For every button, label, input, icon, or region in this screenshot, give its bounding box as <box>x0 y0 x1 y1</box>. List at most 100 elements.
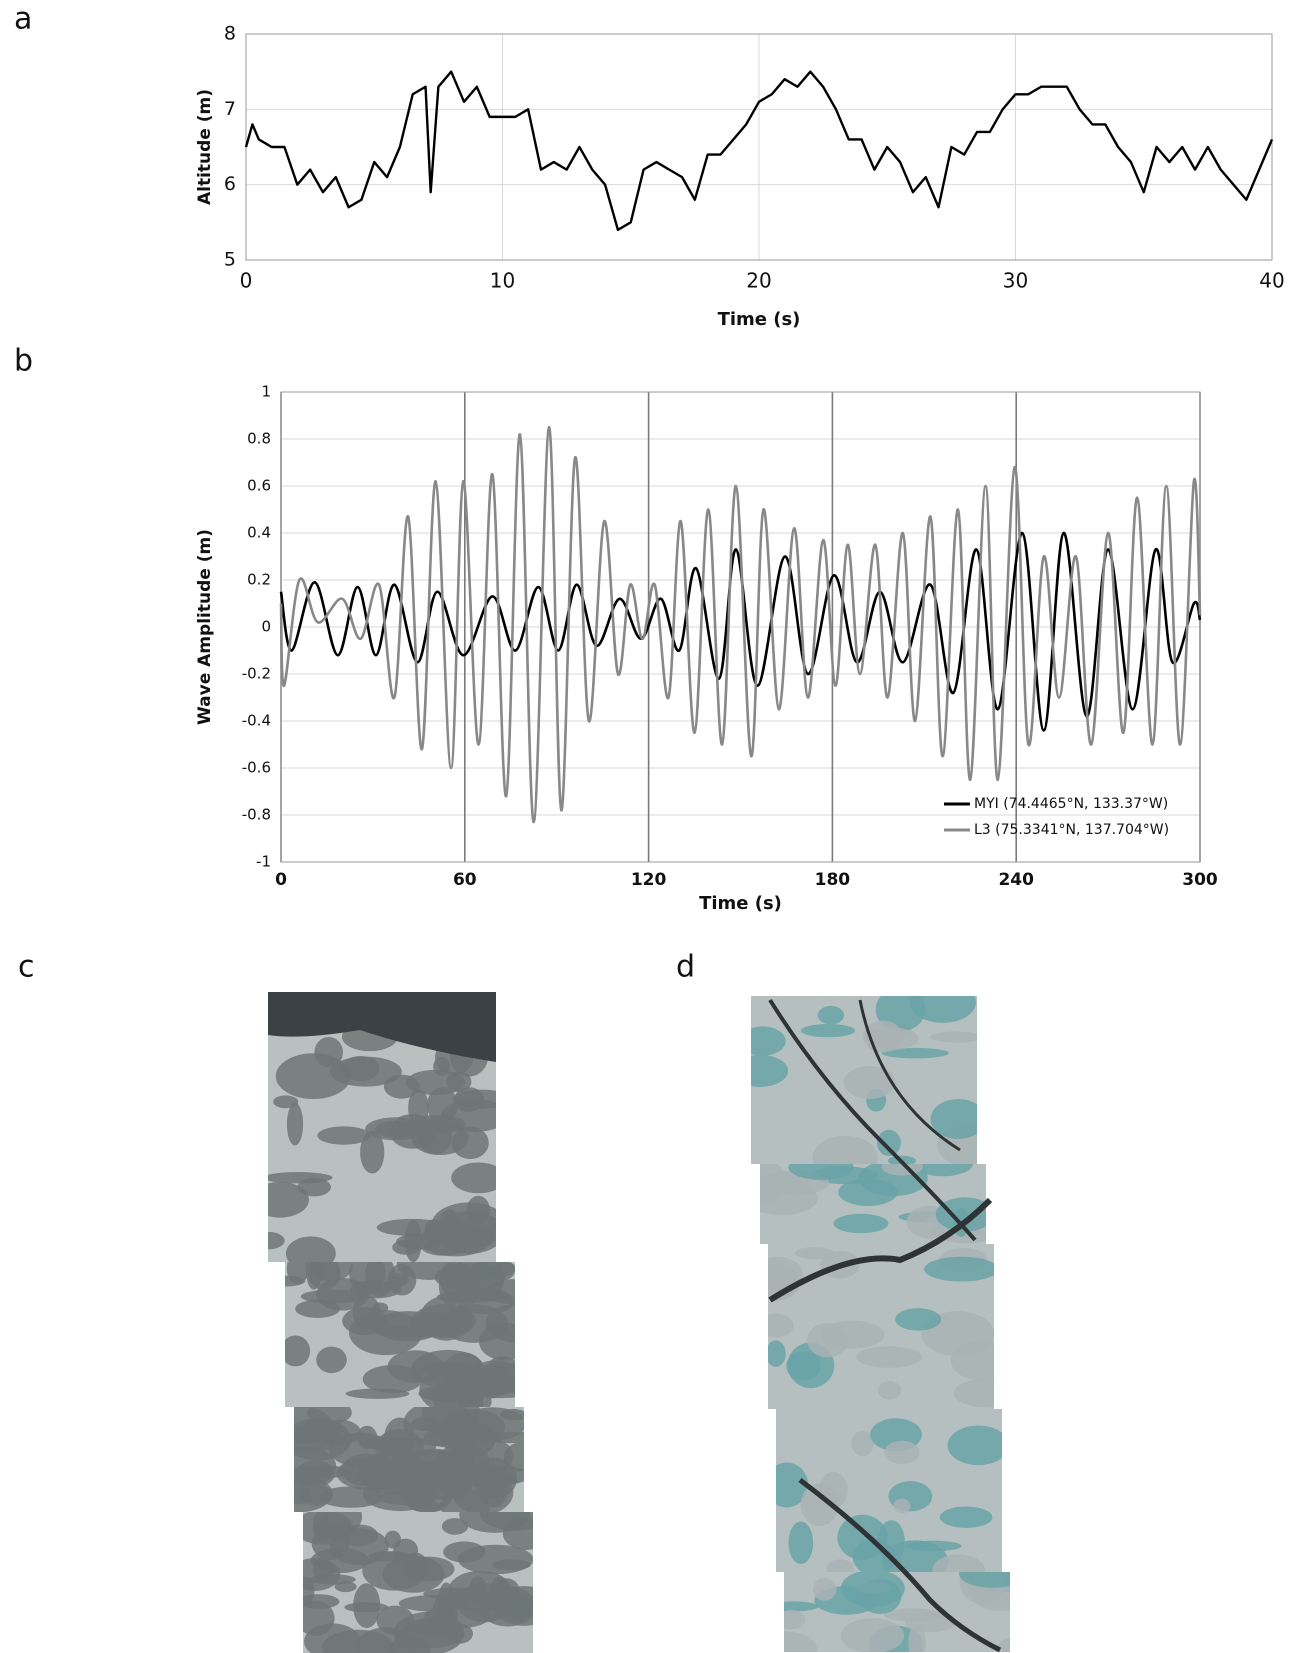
melt-pond <box>403 1407 476 1447</box>
open-water <box>268 992 496 1062</box>
melt-pond <box>953 1378 994 1408</box>
data-line <box>244 70 1274 232</box>
melt-pond <box>502 1517 533 1550</box>
melt-pond <box>905 1540 962 1552</box>
y-tick-label: 5 <box>224 249 236 271</box>
ice-crack <box>798 1478 1002 1653</box>
melt-pond <box>388 1273 409 1287</box>
melt-pond <box>817 1005 845 1025</box>
y-tick-label: 1 <box>261 383 271 401</box>
melt-pond <box>884 1440 920 1465</box>
panel-label: d <box>676 950 695 985</box>
melt-pond <box>503 1442 524 1472</box>
x-tick-label: 30 <box>1003 269 1028 293</box>
x-tick-label: 10 <box>490 269 515 293</box>
melt-pond <box>812 1578 837 1601</box>
melt-pond <box>294 1474 333 1512</box>
melt-pond <box>341 1055 380 1082</box>
ice-crack <box>768 1197 993 1303</box>
melt-pond <box>768 1263 800 1301</box>
melt-pond <box>499 1408 524 1421</box>
melt-pond <box>840 1618 905 1652</box>
melt-pond <box>317 1126 371 1145</box>
melt-pond <box>440 1489 491 1512</box>
melt-pond <box>447 1570 513 1612</box>
melt-pond <box>454 1476 518 1487</box>
melt-pond <box>784 1601 819 1612</box>
melt-pond <box>881 1047 949 1059</box>
melt-pond <box>454 1087 485 1112</box>
melt-pond <box>851 1430 874 1457</box>
melt-pond <box>784 1631 818 1652</box>
melt-pond <box>408 1088 429 1127</box>
y-tick-label: 8 <box>224 23 236 45</box>
melt-pond <box>895 1308 942 1331</box>
melt-pond <box>360 1130 385 1174</box>
melt-pond <box>376 1605 415 1636</box>
x-tick-label: 0 <box>240 269 253 293</box>
melt-pond <box>286 1262 309 1285</box>
melt-pond <box>345 1388 410 1399</box>
photo-texture <box>784 1572 1010 1652</box>
melt-pond <box>930 1031 977 1043</box>
melt-pond <box>932 1554 985 1572</box>
photo-texture <box>303 1512 533 1653</box>
melt-pond <box>392 1239 420 1255</box>
melt-pond <box>303 1576 315 1606</box>
y-tick-label: 0.2 <box>247 571 271 589</box>
melt-pond <box>751 1054 789 1087</box>
y-axis-label: Altitude (m) <box>195 89 215 205</box>
legend-label: L3 (75.3341°N, 137.704°W) <box>974 822 1169 838</box>
melt-pond <box>788 1164 854 1180</box>
y-tick-label: 0.6 <box>247 477 271 495</box>
melt-pond <box>751 1026 786 1056</box>
melt-pond <box>420 1361 473 1376</box>
melt-pond <box>453 1262 515 1280</box>
melt-pond <box>329 1432 392 1467</box>
melt-pond <box>947 1425 1002 1466</box>
panel-label: c <box>18 950 35 985</box>
melt-pond <box>939 1506 993 1528</box>
melt-pond <box>286 1102 304 1146</box>
melt-pond <box>304 1623 361 1653</box>
y-tick-label: -0.6 <box>242 759 271 777</box>
y-tick-label: -1 <box>256 853 271 871</box>
x-tick-label: 20 <box>746 269 771 293</box>
melt-pond <box>423 1604 490 1629</box>
melt-pond <box>768 1313 794 1338</box>
photo-texture <box>751 996 977 1164</box>
ice-crack <box>768 998 977 1242</box>
melt-pond <box>285 1236 336 1262</box>
panel-label: a <box>14 2 32 37</box>
melt-pond <box>800 1483 840 1526</box>
data-line <box>279 531 1202 732</box>
melt-pond <box>305 1262 322 1290</box>
melt-pond <box>334 1581 357 1593</box>
melt-pond <box>409 1312 459 1337</box>
melt-pond <box>959 1572 1010 1588</box>
melt-pond <box>275 1053 351 1100</box>
y-tick-label: 0.4 <box>247 524 271 542</box>
melt-pond <box>843 1065 896 1099</box>
y-tick-label: 7 <box>224 98 236 120</box>
melt-pond <box>352 1295 381 1329</box>
y-tick-label: -0.4 <box>242 712 271 730</box>
x-tick-label: 120 <box>631 870 667 890</box>
melt-pond <box>377 1462 397 1484</box>
melt-pond <box>268 1181 309 1218</box>
melt-pond <box>353 1583 381 1629</box>
x-axis-label: Time (s) <box>699 893 782 914</box>
melt-pond <box>423 1227 443 1242</box>
legend-label: MYI (74.4465°N, 133.37°W) <box>974 796 1168 812</box>
photo-panels <box>268 992 1010 1653</box>
melt-pond <box>451 1162 496 1194</box>
melt-pond <box>877 1381 902 1400</box>
melt-pond <box>312 1512 331 1542</box>
melt-pond <box>362 1477 438 1512</box>
melt-pond <box>403 1552 429 1581</box>
melt-pond <box>486 1279 515 1305</box>
melt-pond <box>285 1335 311 1367</box>
melt-pond <box>807 1322 849 1358</box>
